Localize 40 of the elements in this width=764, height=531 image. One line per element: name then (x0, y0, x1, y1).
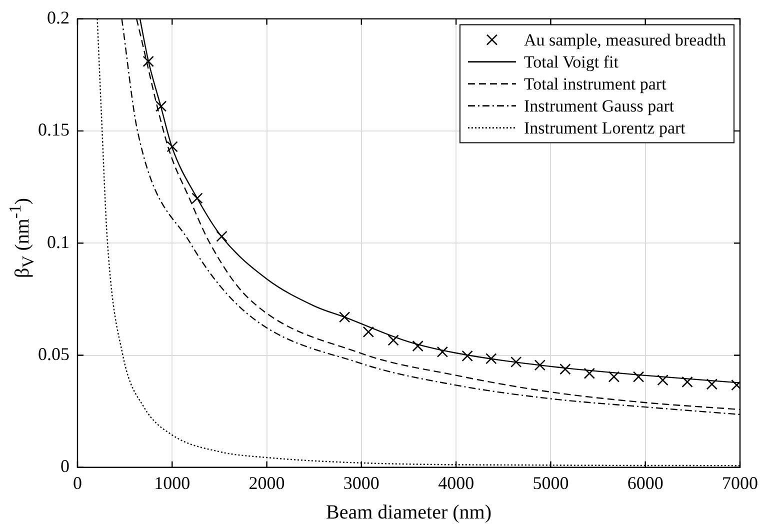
x-tick-label: 1000 (154, 472, 190, 493)
point (706, 378, 718, 390)
point (608, 371, 620, 382)
point (155, 100, 167, 112)
point (584, 368, 596, 380)
point (560, 364, 571, 375)
y-tick-label: 0.2 (47, 8, 70, 28)
point (657, 374, 668, 386)
point (338, 312, 350, 323)
y-tick-label: 0.05 (38, 344, 70, 364)
x-tick-label: 4000 (438, 472, 474, 493)
y-tick-label: 0 (60, 456, 70, 476)
x-tick-label: 0 (73, 472, 82, 493)
point (166, 141, 178, 152)
point (412, 340, 424, 352)
point (436, 346, 448, 358)
legend-label: Au sample, measured breadth (524, 30, 726, 50)
x-tick-label: 5000 (532, 472, 569, 493)
point (388, 334, 399, 346)
point (486, 353, 497, 364)
legend-label: Instrument Gauss part (524, 96, 674, 116)
point (534, 360, 546, 371)
legend-label: Total instrument part (524, 74, 667, 94)
x-tick-label: 3000 (343, 472, 380, 493)
x-tick-label: 7000 (722, 472, 758, 493)
legend-label: Instrument Lorentz part (524, 118, 686, 138)
point (682, 376, 693, 388)
point (192, 192, 203, 204)
point (510, 356, 522, 368)
point (632, 371, 644, 382)
point (462, 350, 473, 362)
point (362, 326, 374, 338)
x-tick-label: 6000 (627, 472, 664, 493)
x-tick-label: 2000 (248, 472, 285, 493)
y-tick-label: 0.1 (47, 232, 70, 252)
point (142, 56, 154, 68)
y-tick-label: 0.15 (38, 120, 70, 140)
x-axis-title: Beam diameter (nm) (326, 501, 492, 524)
legend-label: Total Voigt fit (524, 52, 619, 72)
point (216, 230, 228, 242)
